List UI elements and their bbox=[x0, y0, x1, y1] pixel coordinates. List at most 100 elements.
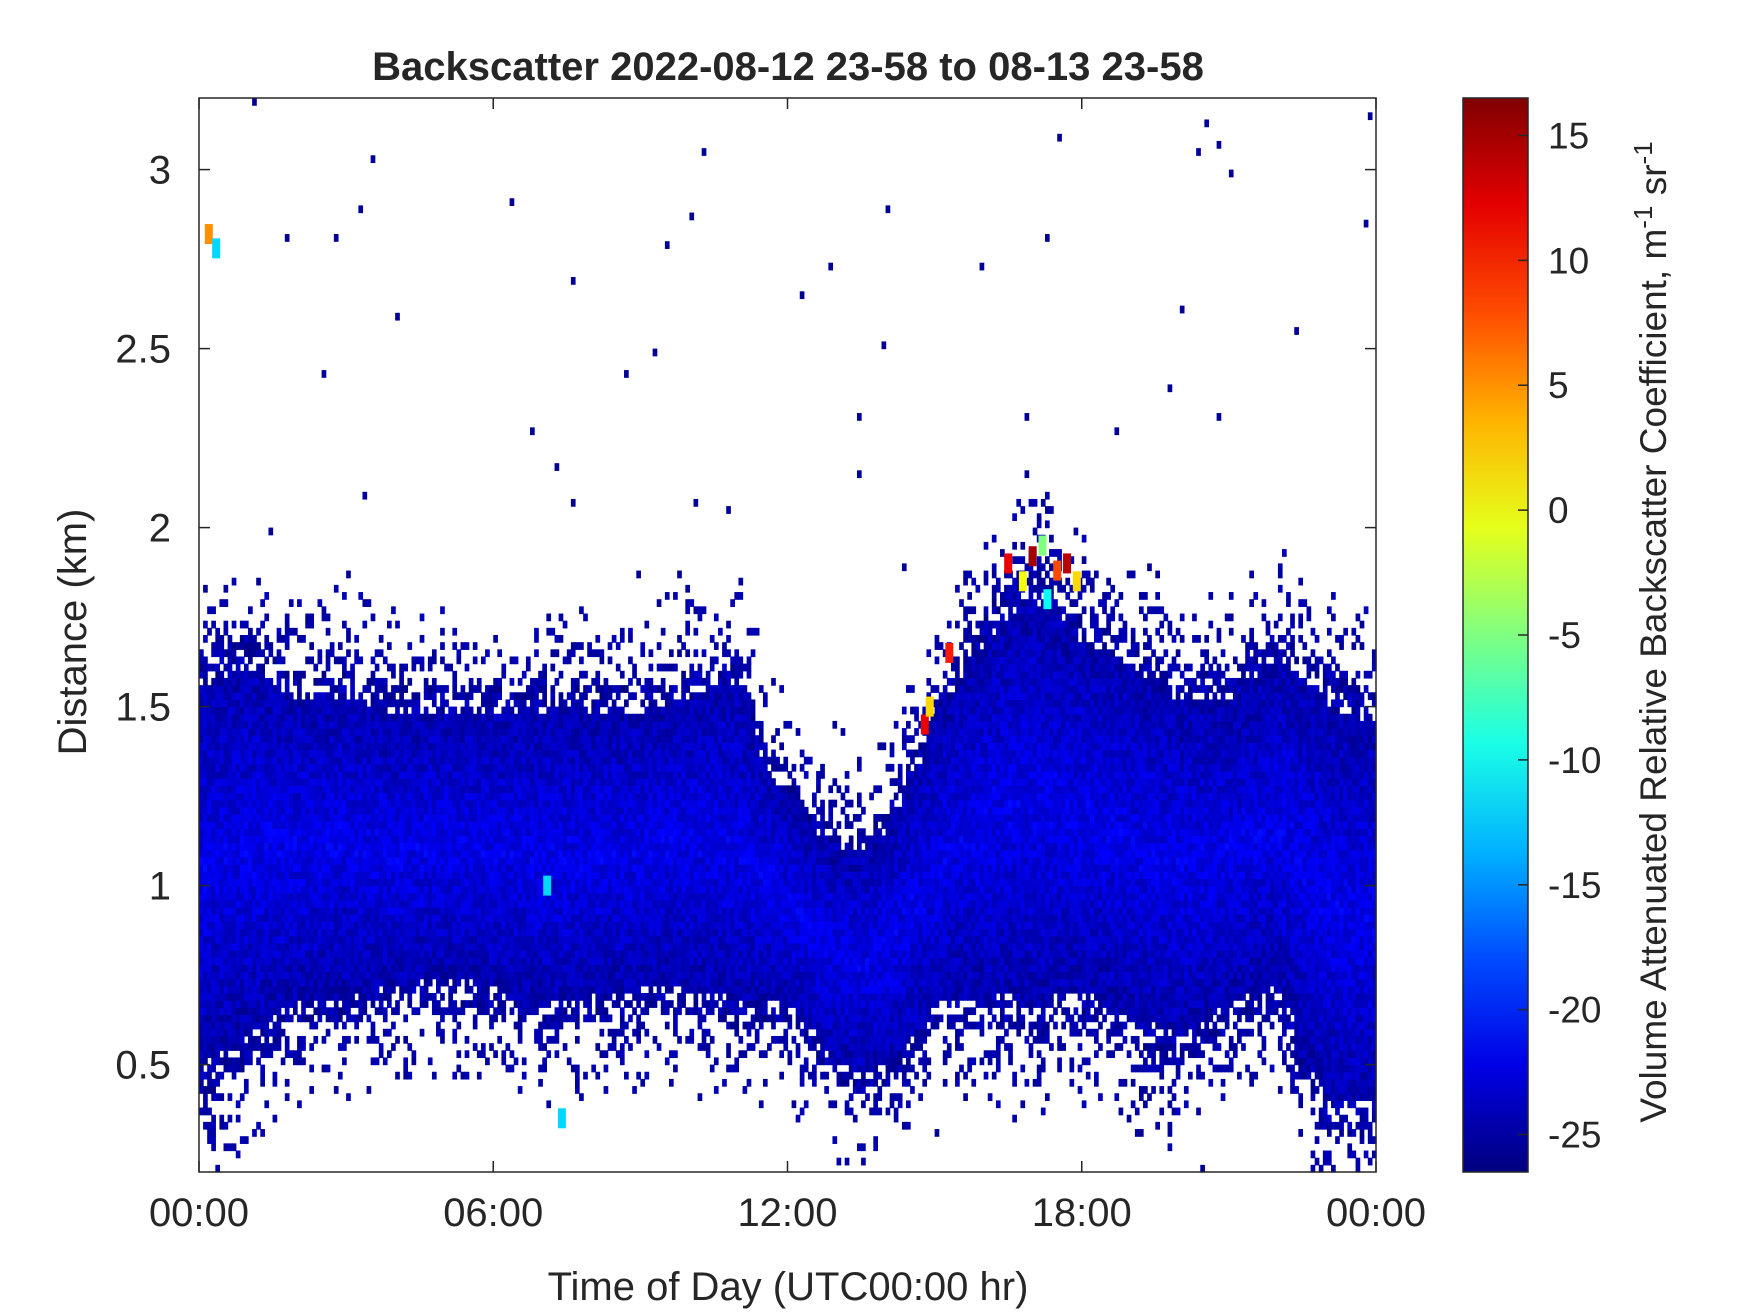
heatmap-cell bbox=[497, 842, 503, 851]
heatmap-cell bbox=[530, 735, 535, 743]
heatmap-cell bbox=[399, 814, 404, 822]
heatmap-cell bbox=[235, 935, 241, 944]
heatmap-cell bbox=[386, 806, 392, 815]
heatmap-cell bbox=[260, 864, 265, 872]
heatmap-cell bbox=[243, 950, 249, 958]
heatmap-cell bbox=[587, 771, 592, 779]
heatmap-cell bbox=[227, 1043, 233, 1051]
heatmap-cell bbox=[534, 907, 539, 915]
heatmap-cell bbox=[538, 842, 543, 851]
heatmap-cell bbox=[215, 1078, 221, 1087]
heatmap-cell bbox=[431, 713, 437, 722]
heatmap-cell bbox=[525, 814, 531, 822]
heatmap-cell bbox=[342, 828, 347, 837]
heatmap-cell bbox=[521, 749, 527, 758]
heatmap-cell bbox=[239, 706, 245, 715]
heatmap-cell bbox=[280, 849, 286, 858]
heatmap-cell bbox=[444, 828, 449, 837]
heatmap-cell bbox=[207, 950, 212, 958]
heatmap-cell bbox=[570, 756, 576, 765]
heatmap-cell bbox=[231, 763, 237, 772]
heatmap-cell bbox=[505, 735, 511, 743]
heatmap-cell bbox=[288, 756, 294, 765]
heatmap-cell bbox=[489, 899, 494, 908]
heatmap-cell bbox=[215, 692, 221, 701]
heatmap-cell bbox=[415, 706, 421, 715]
heatmap-cell bbox=[297, 756, 302, 765]
heatmap-cell bbox=[452, 778, 458, 786]
heatmap-cell bbox=[530, 985, 535, 994]
heatmap-cell bbox=[382, 821, 388, 829]
heatmap-cell bbox=[223, 978, 229, 987]
heatmap-cell bbox=[501, 878, 507, 887]
heatmap-cell bbox=[370, 842, 376, 851]
heatmap-cell bbox=[203, 742, 208, 751]
heatmap-cell bbox=[415, 892, 421, 901]
heatmap-cell bbox=[284, 742, 290, 751]
heatmap-cell bbox=[321, 728, 327, 736]
heatmap-cell bbox=[362, 1000, 368, 1008]
heatmap-cell bbox=[480, 699, 486, 708]
heatmap-cell bbox=[227, 778, 233, 786]
heatmap-cell bbox=[472, 871, 478, 880]
heatmap-cell bbox=[391, 957, 396, 965]
heatmap-cell bbox=[521, 778, 527, 786]
heatmap-cell bbox=[411, 849, 417, 858]
heatmap-cell bbox=[436, 828, 441, 837]
heatmap-cell bbox=[317, 993, 323, 1001]
heatmap-cell bbox=[595, 771, 601, 779]
heatmap-cell bbox=[530, 1007, 535, 1016]
heatmap-cell bbox=[485, 706, 490, 715]
heatmap-cell bbox=[199, 964, 204, 973]
heatmap-cell bbox=[329, 1014, 335, 1023]
heatmap-cell bbox=[288, 892, 294, 901]
heatmap-cell bbox=[317, 799, 323, 808]
heatmap-cell bbox=[329, 993, 335, 1001]
heatmap-cell bbox=[480, 763, 486, 772]
heatmap-cell bbox=[407, 878, 413, 887]
heatmap-cell bbox=[354, 821, 359, 829]
heatmap-cell bbox=[219, 649, 225, 658]
heatmap-cell bbox=[317, 771, 323, 779]
heatmap-cell bbox=[366, 713, 372, 722]
heatmap-cell bbox=[542, 871, 547, 880]
heatmap-cell bbox=[505, 971, 511, 980]
heatmap-cell bbox=[538, 849, 543, 858]
heatmap-cell bbox=[276, 1021, 282, 1030]
heatmap-cell bbox=[264, 821, 270, 829]
heatmap-cell bbox=[325, 713, 331, 722]
heatmap-cell bbox=[378, 935, 384, 944]
heatmap-cell bbox=[199, 756, 204, 765]
heatmap-cell bbox=[493, 971, 498, 980]
heatmap-cell bbox=[513, 1000, 519, 1008]
heatmap-cell bbox=[468, 957, 474, 965]
heatmap-cell bbox=[521, 985, 527, 994]
heatmap-cell bbox=[489, 814, 494, 822]
heatmap-cell bbox=[252, 670, 257, 679]
heatmap-cell bbox=[346, 842, 351, 851]
heatmap-cell bbox=[476, 785, 482, 794]
heatmap-cell bbox=[460, 806, 466, 815]
heatmap-cell bbox=[489, 1000, 494, 1008]
heatmap-cell bbox=[546, 942, 552, 951]
heatmap-cell bbox=[534, 728, 539, 736]
heatmap-cell bbox=[501, 735, 507, 743]
heatmap-cell bbox=[374, 907, 380, 915]
heatmap-cell bbox=[235, 821, 241, 829]
heatmap-cell bbox=[427, 950, 433, 958]
heatmap-cell bbox=[227, 642, 233, 650]
heatmap-cell bbox=[313, 835, 319, 844]
heatmap-cell bbox=[517, 1086, 523, 1094]
heatmap-cell bbox=[243, 907, 249, 915]
heatmap-cell bbox=[534, 635, 539, 643]
heatmap-cell bbox=[317, 806, 323, 815]
heatmap-cell bbox=[485, 728, 490, 736]
heatmap-cell bbox=[452, 957, 458, 965]
heatmap-cell bbox=[513, 978, 519, 987]
heatmap-cell bbox=[415, 950, 421, 958]
heatmap-cell bbox=[493, 677, 498, 686]
heatmap-cell bbox=[468, 749, 474, 758]
heatmap-cell bbox=[292, 871, 298, 880]
heatmap-cell bbox=[313, 821, 319, 829]
heatmap-cell bbox=[317, 756, 323, 765]
